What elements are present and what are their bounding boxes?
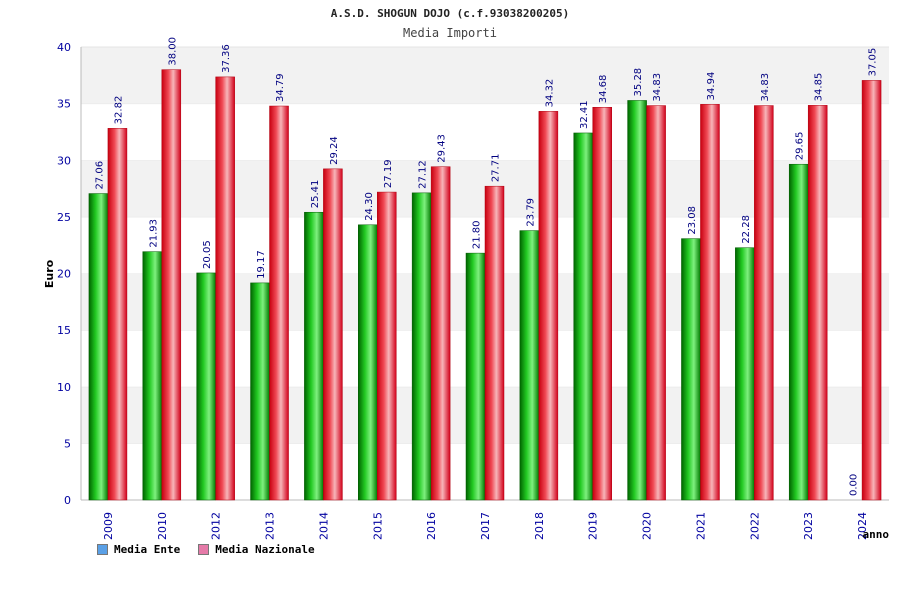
value-label-nazionale: 34.83: [760, 73, 771, 102]
value-label-ente: 19.17: [256, 250, 267, 279]
y-tick-label: 20: [57, 268, 71, 281]
bar-media-nazionale: [377, 191, 397, 501]
x-tick-label: 2023: [802, 512, 815, 540]
value-label-nazionale: 34.68: [598, 75, 609, 104]
value-label-ente: 21.93: [148, 219, 159, 248]
value-label-nazionale: 34.32: [544, 79, 555, 108]
x-tick-label: 2016: [425, 512, 438, 540]
bar-media-ente: [196, 272, 216, 501]
value-label-nazionale: 34.83: [652, 73, 663, 102]
value-label-ente: 35.28: [633, 68, 644, 97]
value-label-nazionale: 29.24: [329, 136, 340, 165]
bar-media-ente: [519, 230, 540, 501]
y-tick-label: 15: [57, 324, 71, 337]
value-label-nazionale: 27.19: [383, 159, 394, 188]
bar-media-ente: [465, 252, 486, 501]
bar-media-nazionale: [107, 128, 128, 501]
value-label-ente: 25.41: [310, 180, 321, 209]
value-label-nazionale: 32.82: [113, 96, 124, 125]
value-label-ente: 27.12: [418, 160, 429, 189]
legend: Media Ente Media Nazionale: [97, 543, 315, 556]
value-label-ente: 20.05: [202, 240, 213, 269]
bar-media-nazionale: [430, 166, 451, 501]
value-label-nazionale: 27.71: [491, 154, 502, 183]
x-tick-label: 2009: [102, 512, 115, 540]
y-tick-label: 5: [64, 437, 71, 450]
y-tick-label: 0: [64, 494, 71, 507]
legend-label-ente: Media Ente: [114, 543, 181, 556]
x-tick-label: 2018: [533, 512, 546, 540]
value-label-nazionale: 34.85: [814, 73, 825, 102]
bar-media-nazionale: [754, 105, 774, 501]
y-tick-label: 35: [57, 98, 71, 111]
value-label-nazionale: 37.36: [221, 44, 232, 73]
value-label-ente: 29.65: [795, 132, 806, 161]
value-label-ente: 23.08: [687, 206, 698, 235]
bar-media-nazionale: [161, 69, 182, 501]
x-tick-label: 2024: [856, 512, 869, 540]
x-tick-label: 2014: [317, 512, 330, 540]
legend-label-nazionale: Media Nazionale: [215, 543, 315, 556]
value-label-ente: 21.80: [472, 220, 483, 249]
bar-media-ente: [681, 238, 701, 501]
x-tick-label: 2020: [641, 512, 654, 540]
bar-media-ente: [573, 132, 593, 501]
plot-area: 0 5 10 15 20 25 30 35 40 27.06 32.82 2009 21.93 38.00…: [57, 37, 889, 540]
bar-media-ente: [411, 192, 432, 501]
value-label-ente: 23.79: [525, 198, 536, 227]
bar-media-nazionale: [323, 168, 343, 501]
bar-media-ente: [142, 251, 163, 501]
value-label-ente: 27.06: [94, 161, 105, 190]
x-tick-label: 2017: [479, 512, 492, 540]
x-tick-label: 2022: [748, 512, 761, 540]
chart-subtitle: Media Importi: [403, 26, 497, 40]
bar-media-nazionale: [215, 76, 235, 501]
x-tick-label: 2019: [587, 512, 600, 540]
bar-media-ente: [627, 100, 647, 501]
legend-swatch-nazionale: [198, 544, 210, 555]
bar-media-nazionale: [538, 111, 559, 501]
bar-media-nazionale: [861, 80, 882, 501]
bar-media-ente: [88, 193, 109, 501]
bar-media-nazionale: [807, 105, 828, 501]
x-tick-label: 2013: [264, 512, 277, 540]
x-tick-label: 2012: [210, 512, 223, 540]
value-label-ente: 32.41: [579, 100, 590, 129]
y-tick-label: 30: [57, 154, 71, 167]
bar-media-ente: [304, 211, 324, 501]
value-label-nazionale: 34.79: [275, 73, 286, 102]
value-label-ente: 24.30: [364, 192, 375, 221]
chart-title: A.S.D. SHOGUN DOJO (c.f.93038200205): [331, 7, 569, 20]
legend-item-ente: Media Ente: [97, 543, 180, 556]
x-tick-label: 2015: [371, 512, 384, 540]
value-label-ente: 0.00: [849, 474, 860, 496]
x-tick-label: 2021: [694, 512, 707, 540]
bar-media-nazionale: [700, 104, 720, 501]
bar-media-ente: [250, 282, 270, 501]
x-tick-label: 2010: [156, 512, 169, 540]
bar-media-nazionale: [269, 105, 289, 501]
value-label-nazionale: 38.00: [167, 37, 178, 66]
y-tick-label: 10: [57, 381, 71, 394]
bar-media-nazionale: [646, 105, 666, 501]
y-tick-label: 40: [57, 41, 71, 54]
legend-item-nazionale: Media Nazionale: [198, 543, 315, 556]
y-axis-label: Euro: [43, 259, 56, 288]
legend-swatch-ente: [97, 544, 108, 555]
bar-media-ente: [358, 224, 378, 501]
x-axis-label: anno: [863, 528, 890, 541]
value-label-ente: 22.28: [741, 215, 752, 244]
bar-media-ente: [788, 163, 809, 501]
bar-media-ente: [735, 247, 755, 501]
value-label-nazionale: 37.05: [868, 48, 879, 77]
bar-media-nazionale: [592, 106, 612, 501]
y-tick-label: 25: [57, 211, 71, 224]
value-label-nazionale: 29.43: [437, 134, 448, 163]
value-label-nazionale: 34.94: [706, 72, 717, 101]
bar-media-nazionale: [484, 185, 505, 501]
